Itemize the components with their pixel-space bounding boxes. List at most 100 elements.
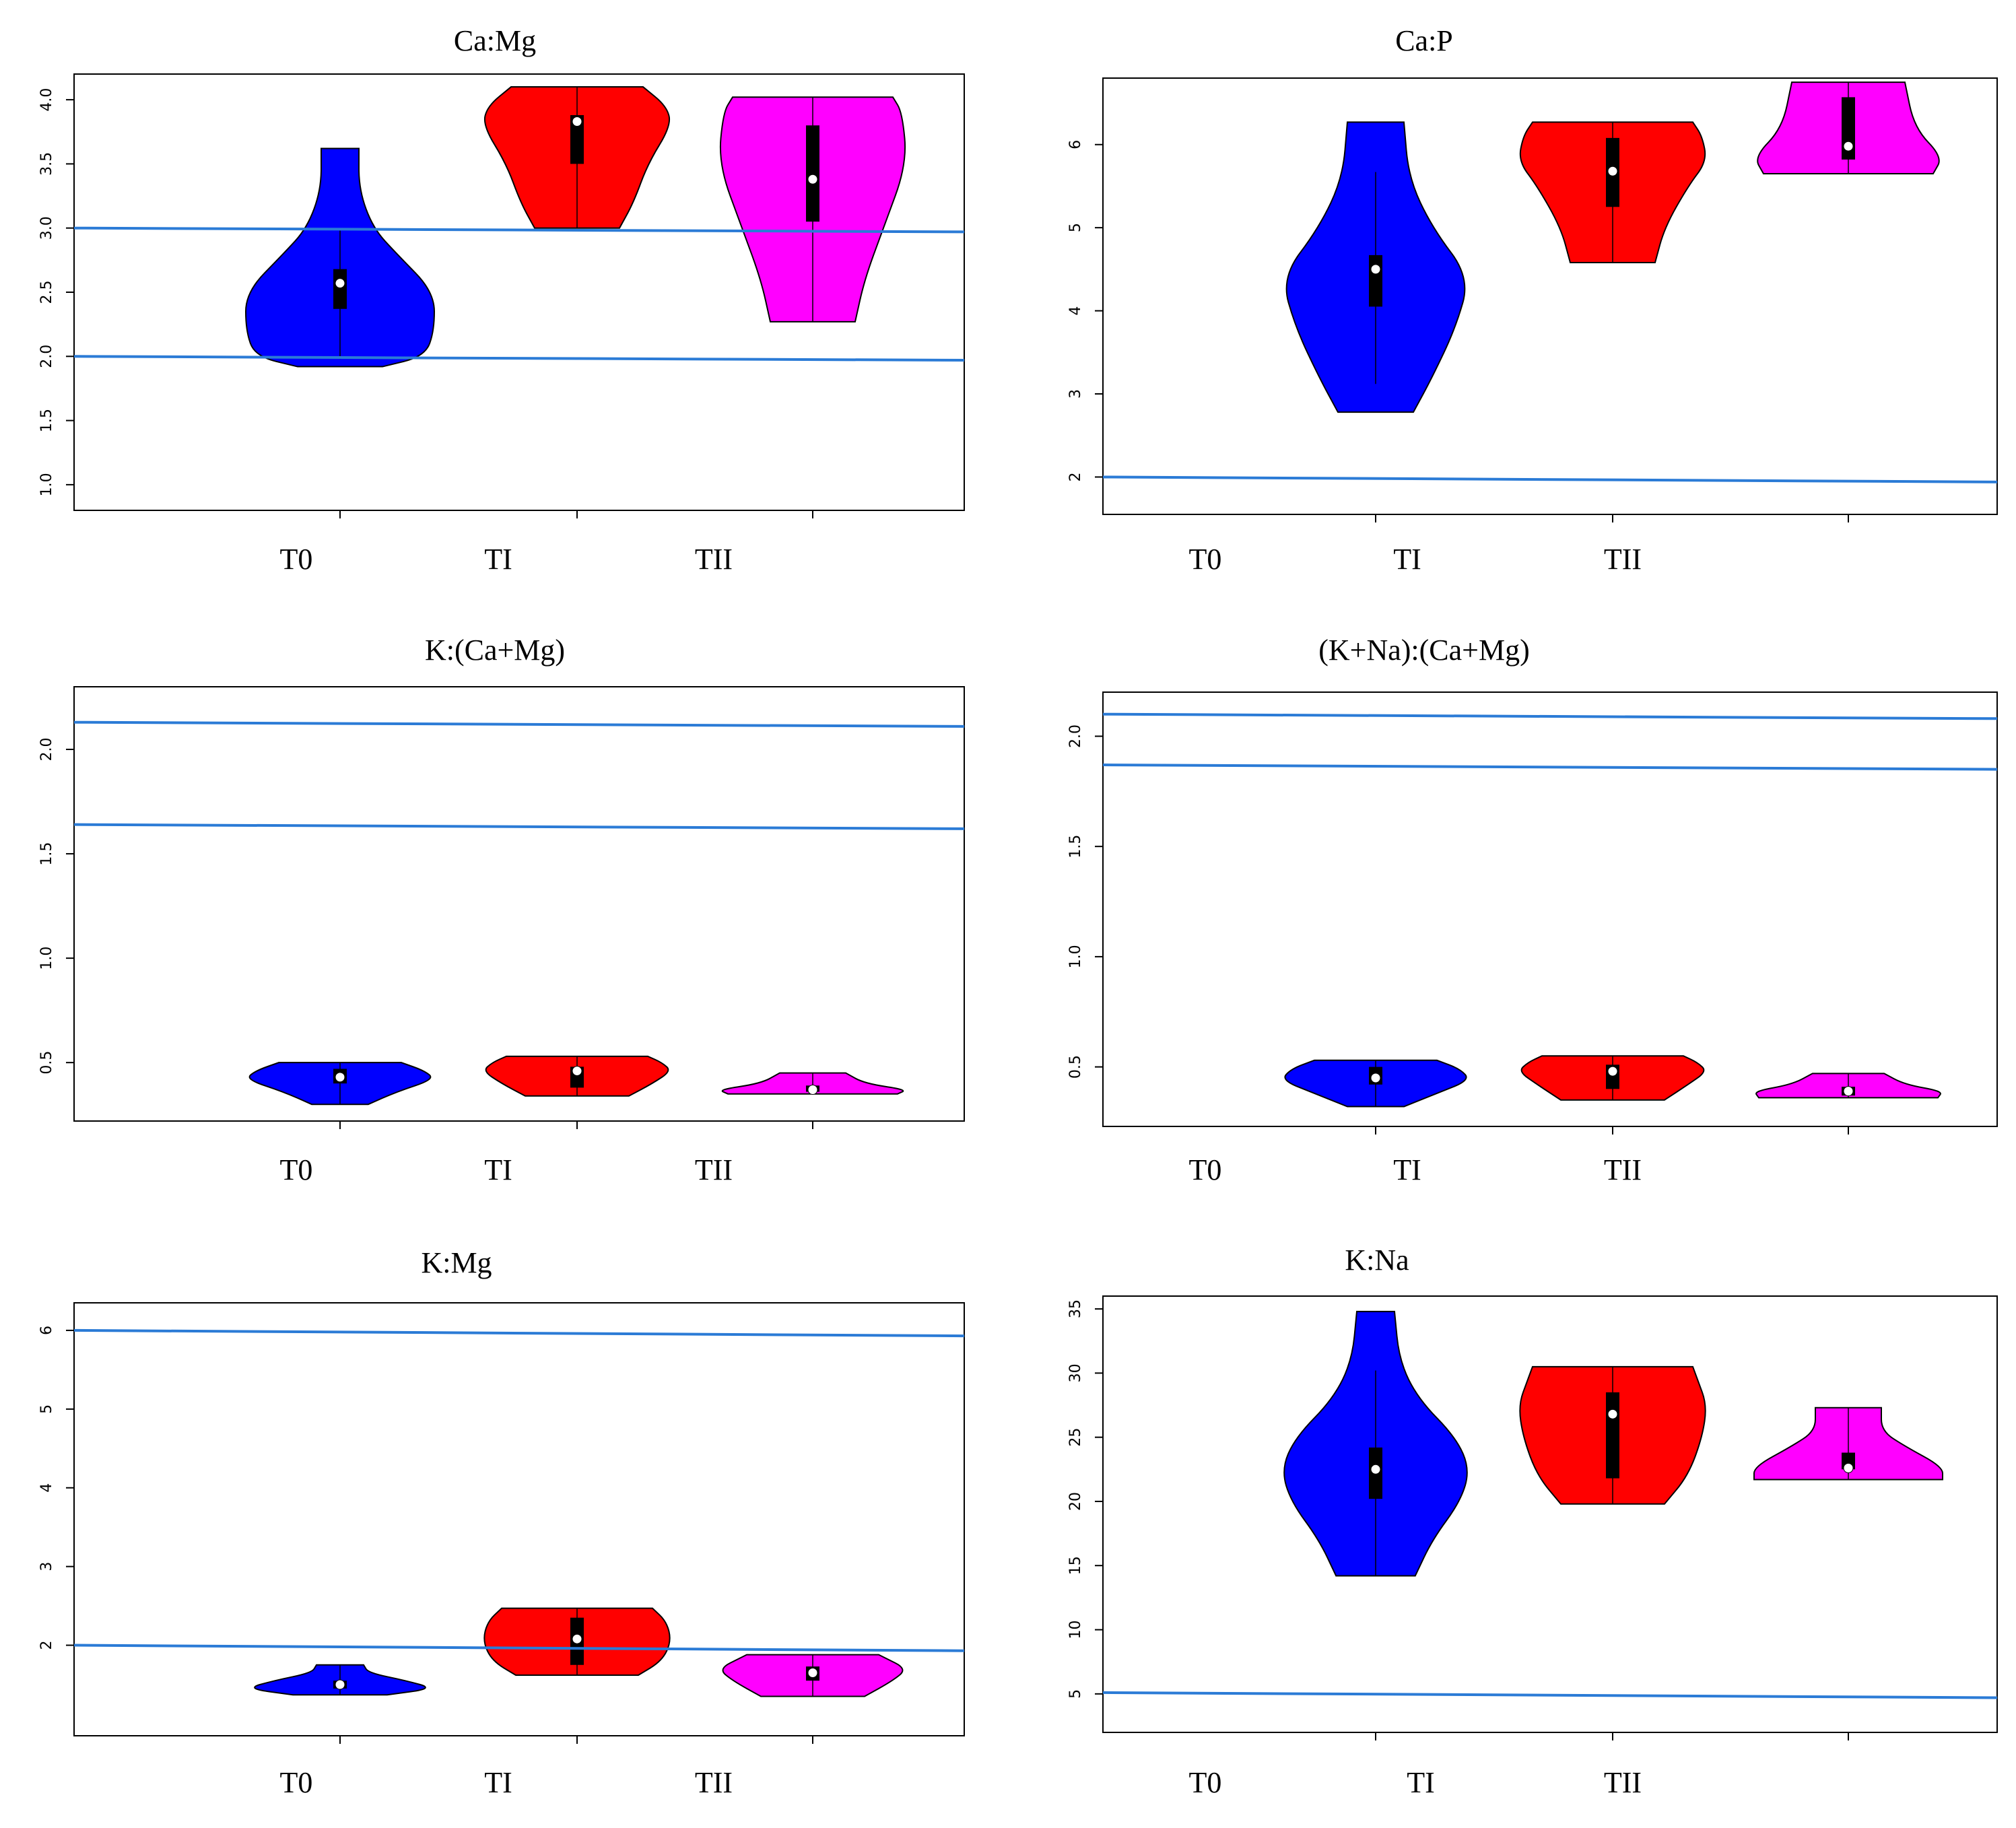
x-tick-label-tii: TII: [695, 1766, 733, 1799]
y-tick-label: 0.5: [38, 1051, 55, 1075]
median-point-ti: [572, 1066, 582, 1077]
median-point-tii: [807, 1084, 818, 1095]
panel-title: (K+Na):(Ca+Mg): [1318, 634, 1530, 667]
iqr-box-t0: [1369, 255, 1382, 307]
x-tick-label-tii: TII: [695, 1153, 733, 1186]
median-point-tii: [1843, 1086, 1854, 1097]
reference-line: [73, 1644, 965, 1652]
panel-title: K:(Ca+Mg): [425, 634, 565, 667]
iqr-box-t0: [333, 269, 347, 309]
panel-kna-camg: (K+Na):(Ca+Mg) 0.5 1.0 1.5 2.0 T0 TI TII: [1067, 634, 1998, 1186]
y-axis: 0.5 1.0 1.5 2.0: [1067, 724, 1103, 1079]
x-tick-label-tii: TII: [1604, 1766, 1642, 1799]
x-tick-label-t0: T0: [1189, 1766, 1222, 1799]
plot-frame: [1102, 1295, 1998, 1733]
median-point-tii: [807, 174, 818, 184]
y-tick-label: 4: [1067, 306, 1084, 316]
y-tick-label: 3.5: [38, 152, 55, 176]
median-point-ti: [1607, 1066, 1618, 1077]
median-point-ti: [572, 1633, 582, 1644]
y-tick-label: 30: [1067, 1363, 1084, 1382]
x-tick-label-t0: T0: [280, 1153, 313, 1186]
plot-marks: [1102, 712, 1998, 1108]
median-point-t0: [1370, 1464, 1381, 1475]
plot-marks: [1102, 1310, 1998, 1699]
x-tick-label-ti: TI: [1393, 1153, 1421, 1186]
plot-marks: [73, 720, 965, 1106]
y-tick-label: 2.0: [38, 738, 55, 761]
y-tick-label: 1.0: [38, 473, 55, 496]
reference-line: [1102, 475, 1998, 483]
x-tick-label-ti: TI: [484, 1153, 512, 1186]
y-tick-label: 15: [1067, 1556, 1084, 1575]
x-axis: [339, 510, 813, 518]
panel-k-na: K:Na 5 10 15 20 25 30 35 T0 TI TII: [1067, 1244, 1998, 1799]
y-tick-label: 2: [1067, 472, 1084, 481]
y-tick-label: 5: [1067, 223, 1084, 232]
reference-line: [1102, 1691, 1998, 1699]
median-point-t0: [335, 278, 345, 289]
y-tick-label: 3: [1067, 389, 1084, 399]
median-point-t0: [335, 1679, 345, 1690]
panel-title: K:Na: [1345, 1244, 1409, 1277]
x-tick-label-ti: TI: [1393, 543, 1421, 576]
y-tick-label: 1.5: [38, 409, 55, 432]
y-tick-label: 1.5: [1067, 835, 1084, 858]
y-tick-label: 1.5: [38, 842, 55, 866]
x-tick-label-ti: TI: [484, 1766, 512, 1799]
panel-k-mg: K:Mg 2 3 4 5 6 T0 TI TII: [38, 1246, 965, 1799]
median-point-tii: [807, 1667, 818, 1678]
y-tick-label: 5: [1067, 1689, 1084, 1699]
median-point-ti: [1607, 1409, 1618, 1419]
y-axis: 1.0 1.5 2.0 2.5 3.0 3.5 4.0: [38, 88, 74, 496]
reference-line: [73, 823, 965, 830]
y-tick-label: 5: [38, 1404, 55, 1414]
median-point-t0: [335, 1072, 345, 1083]
panel-title: Ca:Mg: [454, 24, 536, 57]
x-tick-label-ti: TI: [1407, 1766, 1435, 1799]
y-tick-label: 6: [38, 1326, 55, 1335]
median-point-tii: [1843, 141, 1854, 151]
x-tick-label-t0: T0: [1189, 543, 1222, 576]
y-tick-label: 35: [1067, 1299, 1084, 1318]
x-axis: [1375, 1126, 1849, 1135]
y-tick-label: 2.5: [38, 281, 55, 304]
x-tick-label-t0: T0: [280, 1766, 313, 1799]
plot-marks: [73, 1328, 965, 1697]
plot-marks: [1102, 81, 1998, 483]
reference-line: [73, 720, 965, 728]
x-axis: [1375, 514, 1849, 522]
median-point-t0: [1370, 1073, 1381, 1083]
plot-frame: [1102, 77, 1998, 515]
x-tick-label-tii: TII: [1604, 543, 1642, 576]
y-axis: 5 10 15 20 25 30 35: [1067, 1299, 1103, 1699]
iqr-box-ti: [1606, 1392, 1619, 1479]
y-tick-label: 0.5: [1067, 1055, 1084, 1079]
plot-marks: [73, 86, 965, 368]
plot-frame: [73, 686, 965, 1122]
x-axis: [339, 1736, 813, 1744]
y-tick-label: 3: [38, 1562, 55, 1571]
iqr-box-tii: [806, 125, 819, 222]
y-tick-label: 2.0: [38, 345, 55, 368]
y-axis: 2 3 4 5 6: [38, 1326, 74, 1650]
y-tick-label: 25: [1067, 1428, 1084, 1447]
panel-ca-p: Ca:P 2 3 4 5 6 T0 TI TII: [1067, 24, 1998, 576]
x-tick-label-tii: TII: [1604, 1153, 1642, 1186]
y-tick-label: 2: [38, 1641, 55, 1650]
y-tick-label: 20: [1067, 1492, 1084, 1511]
x-axis: [339, 1121, 813, 1129]
reference-line: [73, 1328, 965, 1338]
x-axis: [1375, 1732, 1849, 1740]
panel-ca-mg: Ca:Mg 1.0 1.5 2.0 2.5 3.0 3.5 4.0 T0 TI TII: [38, 24, 965, 576]
x-tick-label-t0: T0: [280, 543, 313, 576]
plot-frame: [73, 1302, 965, 1736]
y-tick-label: 10: [1067, 1621, 1084, 1639]
x-tick-label-t0: T0: [1189, 1153, 1222, 1186]
reference-line: [1102, 764, 1998, 771]
y-axis: 2 3 4 5 6: [1067, 140, 1103, 481]
x-tick-label-ti: TI: [484, 543, 512, 576]
y-tick-label: 6: [1067, 140, 1084, 149]
panel-title: K:Mg: [421, 1246, 492, 1279]
reference-line: [1102, 712, 1998, 720]
